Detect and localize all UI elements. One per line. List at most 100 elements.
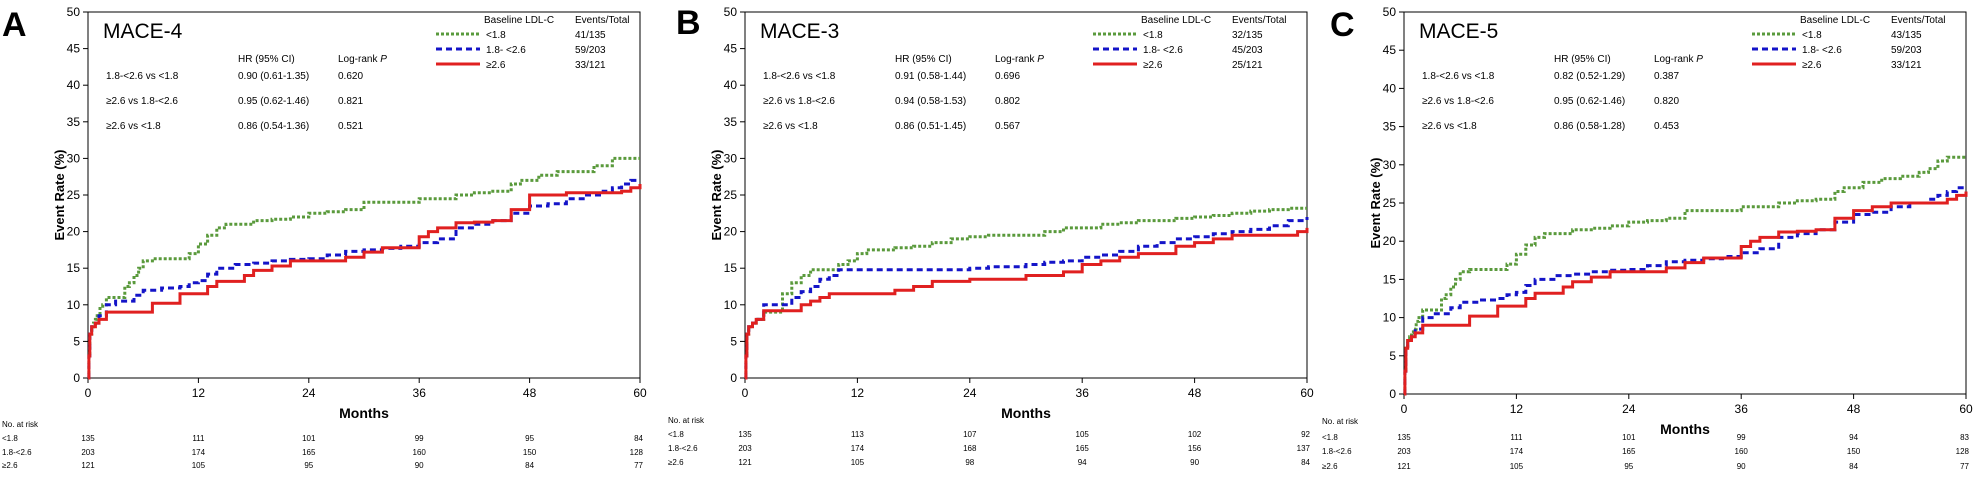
legend-label: 1.8- <2.6 (1802, 45, 1842, 56)
x-tick-label: 12 (192, 386, 206, 400)
km-curve-series-1 (87, 156, 640, 380)
risk-count: 160 (413, 448, 427, 457)
risk-count: 203 (81, 448, 95, 457)
risk-count: 113 (851, 430, 864, 439)
risk-count: 137 (1297, 444, 1311, 453)
events-total: 43/135 (1891, 30, 1922, 41)
risk-count: 121 (1397, 462, 1411, 471)
x-axis-label: Months (1660, 421, 1710, 437)
logrank-p-value: 0.567 (995, 121, 1020, 132)
hazard-ratio: 0.91 (0.58-1.44) (895, 71, 966, 82)
x-tick-label: 0 (85, 386, 92, 400)
risk-count: 165 (1076, 444, 1090, 453)
hr-header: HR (95% CI) (1554, 54, 1611, 65)
logrank-label: Log-rank (1654, 54, 1696, 65)
logrank-p-value: 0.521 (338, 121, 363, 132)
y-tick-label: 50 (1383, 5, 1397, 19)
legend-label: <1.8 (1143, 30, 1163, 41)
panel-letter: C (1330, 6, 1355, 44)
risk-count: 90 (1190, 458, 1199, 467)
hazard-ratio: 0.90 (0.61-1.35) (238, 71, 309, 82)
legend-title: Baseline LDL-C (1800, 15, 1870, 26)
logrank-p-value: 0.453 (1654, 121, 1679, 132)
x-tick-label: 0 (1401, 402, 1408, 416)
comparison-label: ≥2.6 vs <1.8 (106, 121, 161, 132)
risk-count: 135 (81, 434, 95, 443)
panel-a: A 0 5 10 15 20 25 30 35 40 45 50 0 12 24 36 48 60 Event Ra… (2, 5, 647, 470)
risk-row-label: 1.8-<2.6 (2, 448, 32, 457)
comparison-label: 1.8-<2.6 vs <1.8 (106, 71, 179, 82)
risk-count: 83 (1960, 433, 1969, 442)
risk-row-label: <1.8 (668, 430, 684, 439)
risk-count: 90 (415, 461, 424, 470)
y-tick-label: 35 (67, 115, 81, 129)
y-tick-label: 0 (73, 371, 80, 385)
risk-row-label: 1.8-<2.6 (1322, 447, 1352, 456)
y-tick-label: 10 (67, 298, 81, 312)
events-total: 33/121 (1891, 60, 1922, 71)
panel-b: B 0 5 10 15 20 25 30 35 40 45 50 0 12 24 36 48 60 Event Ra… (668, 4, 1314, 467)
risk-count: 128 (1956, 447, 1970, 456)
logrank-p: P (1696, 54, 1703, 65)
y-tick-label: 25 (1383, 196, 1397, 210)
comparison-label: ≥2.6 vs 1.8-<2.6 (763, 96, 835, 107)
y-tick-label: 0 (1389, 387, 1396, 401)
risk-count: 174 (851, 444, 865, 453)
legend-label: 1.8- <2.6 (1143, 45, 1183, 56)
y-tick-label: 35 (1383, 120, 1397, 134)
y-tick-label: 30 (1383, 158, 1397, 172)
risk-count: 165 (302, 448, 316, 457)
x-tick-label: 36 (413, 386, 427, 400)
risk-count: 111 (192, 434, 205, 443)
logrank-p: P (380, 54, 387, 65)
comparison-label: ≥2.6 vs 1.8-<2.6 (1422, 96, 1494, 107)
risk-count: 105 (192, 461, 206, 470)
y-tick-label: 0 (730, 371, 737, 385)
logrank-p-value: 0.620 (338, 71, 363, 82)
y-axis-label: Event Rate (%) (709, 149, 724, 240)
x-tick-label: 48 (523, 386, 537, 400)
risk-row-label: ≥2.6 (668, 458, 684, 467)
risk-count: 135 (738, 430, 752, 439)
risk-count: 111 (1510, 433, 1523, 442)
x-tick-label: 48 (1847, 402, 1861, 416)
x-tick-label: 24 (963, 386, 977, 400)
risk-row-label: <1.8 (2, 434, 18, 443)
risk-count: 174 (192, 448, 206, 457)
y-tick-label: 20 (724, 225, 738, 239)
km-curve-series-3 (87, 184, 642, 380)
y-axis-label: Event Rate (%) (52, 149, 67, 240)
risk-row-label: ≥2.6 (1322, 462, 1338, 471)
y-tick-label: 45 (1383, 43, 1397, 57)
plot-frame (744, 11, 1308, 379)
y-tick-label: 30 (724, 151, 738, 165)
logrank-label: Log-rank (338, 54, 380, 65)
risk-count: 95 (1624, 462, 1633, 471)
y-tick-label: 5 (73, 334, 80, 348)
hr-header: HR (95% CI) (238, 54, 295, 65)
y-tick-label: 50 (724, 5, 738, 19)
legend-label: <1.8 (1802, 30, 1822, 41)
legend-label: ≥2.6 (1143, 60, 1163, 71)
events-total: 59/203 (575, 45, 606, 56)
risk-count: 135 (1397, 433, 1411, 442)
comparison-label: ≥2.6 vs <1.8 (763, 121, 818, 132)
panel-c: C 0 5 10 15 20 25 30 35 40 45 50 0 12 24 36 48 60 Event Ra… (1322, 5, 1973, 471)
logrank-p-value: 0.387 (1654, 71, 1679, 82)
y-tick-label: 5 (730, 334, 737, 348)
events-title: Events/Total (575, 15, 629, 26)
logrank-header: Log-rank P (995, 54, 1044, 65)
hazard-ratio: 0.86 (0.58-1.28) (1554, 121, 1625, 132)
risk-count: 102 (1188, 430, 1202, 439)
events-total: 45/203 (1232, 45, 1263, 56)
events-total: 32/135 (1232, 30, 1263, 41)
risk-table-header: No. at risk (668, 416, 705, 425)
panel-letter: B (676, 4, 701, 42)
y-axis-label: Event Rate (%) (1368, 157, 1383, 248)
y-tick-label: 45 (67, 42, 81, 56)
km-curve-series-2 (87, 178, 640, 380)
hr-header: HR (95% CI) (895, 54, 952, 65)
hazard-ratio: 0.95 (0.62-1.46) (1554, 96, 1625, 107)
logrank-header: Log-rank P (338, 54, 387, 65)
y-tick-label: 50 (67, 5, 81, 19)
